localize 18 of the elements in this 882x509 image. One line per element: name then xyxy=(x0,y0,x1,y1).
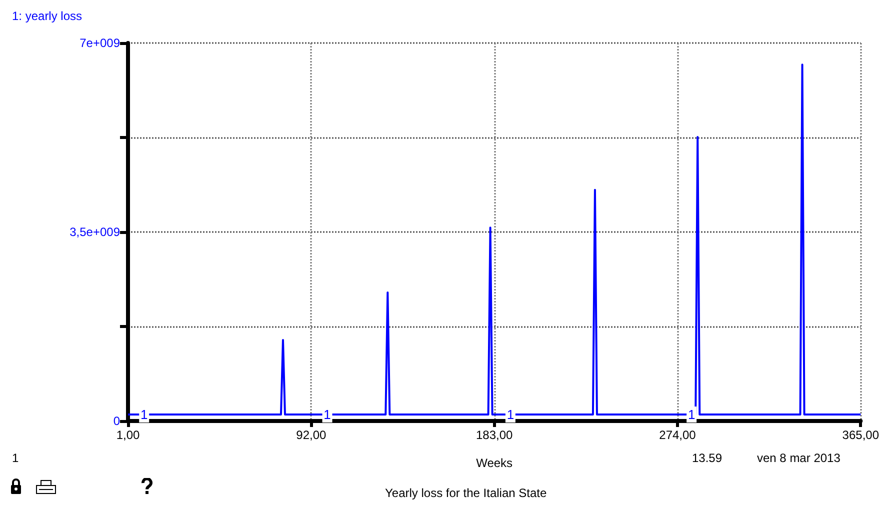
annotation: 1 xyxy=(506,407,514,422)
text: 13.59 xyxy=(692,451,722,465)
text: ven 8 mar 2013 xyxy=(757,451,841,465)
y-tick-label: 3,5e+009 xyxy=(70,225,120,239)
text: 1 xyxy=(12,451,19,465)
text: 1: yearly loss xyxy=(12,9,82,23)
x-axis-title: Weeks xyxy=(476,456,513,470)
x-tick-label: 274,00 xyxy=(659,428,696,442)
text: Yearly loss for the Italian State xyxy=(385,486,547,500)
x-tick-label: 1,00 xyxy=(116,428,140,442)
y-tick-label: 7e+009 xyxy=(80,36,120,50)
annotation: 1 xyxy=(324,407,331,422)
x-tick-label: 365,00 xyxy=(842,428,880,442)
x-tick-label: 183,00 xyxy=(476,428,513,442)
annotation: 1 xyxy=(140,407,148,422)
annotation: 1 xyxy=(688,407,696,422)
x-tick-label: 92,00 xyxy=(296,428,326,442)
y-tick-label: 0 xyxy=(113,414,120,428)
